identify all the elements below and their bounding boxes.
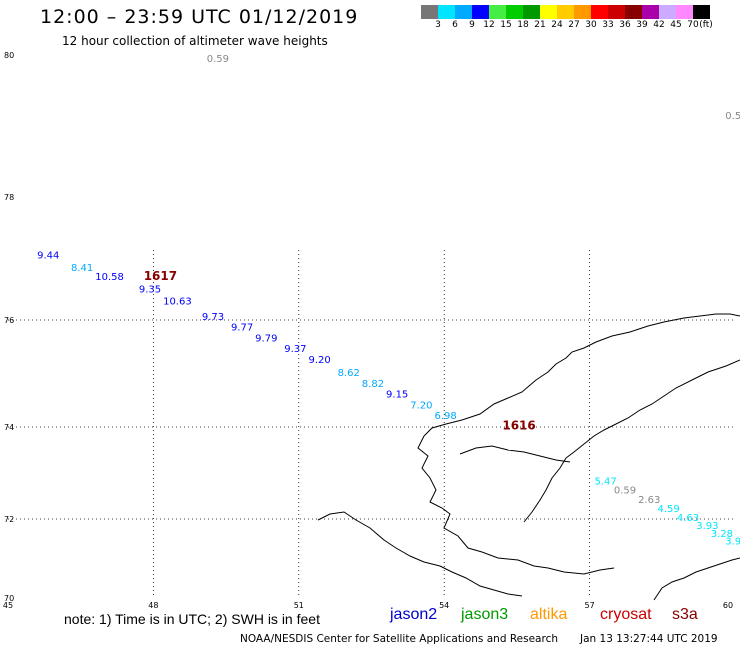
wave-height-value: 9.44 <box>37 251 59 262</box>
legend-label: 9 <box>469 20 475 30</box>
legend-swatch <box>693 5 710 19</box>
legend-label: 27 <box>568 20 580 30</box>
map-title: 12:00 – 23:59 UTC 01/12/2019 <box>40 6 359 28</box>
lat-label: 78 <box>4 193 14 202</box>
legend-swatch <box>591 5 608 19</box>
wave-height-value: 2.63 <box>638 495 660 506</box>
legend-labels: (ft) 3 6 9 12 15 18 21 24 27 30 33 36 39 42 45 70 <box>421 19 740 33</box>
wave-height-value: 3.28 <box>711 529 733 540</box>
legend-swatch <box>642 5 659 19</box>
legend-label: 30 <box>585 20 597 30</box>
wave-height-value: 9.79 <box>255 333 277 344</box>
footer-note: note: 1) Time is in UTC; 2) SWH is in fe… <box>64 611 320 627</box>
legend-swatch <box>540 5 557 19</box>
lon-label: 57 <box>585 601 595 610</box>
satellite-s3a: s3a <box>672 606 698 623</box>
legend-swatch <box>676 5 693 19</box>
wave-height-value: 3.93 <box>696 521 718 532</box>
wave-height-value: 4.59 <box>657 504 679 515</box>
map-subtitle: 12 hour collection of altimeter wave hei… <box>62 34 328 48</box>
legend-label: 21 <box>534 20 546 30</box>
legend-label: 45 <box>670 20 682 30</box>
pass-number: 1617 <box>144 269 177 283</box>
legend-swatch <box>506 5 523 19</box>
satellite-jason3: jason3 <box>461 606 509 623</box>
lon-label: 51 <box>294 601 304 610</box>
lat-label: 74 <box>4 423 14 432</box>
legend-swatches <box>421 5 740 19</box>
satellite-altika: altika <box>530 606 568 623</box>
legend-swatch <box>472 5 489 19</box>
wave-height-value: 9.20 <box>308 355 330 366</box>
wave-height-value: 5.47 <box>594 477 616 488</box>
legend-label: 3 <box>435 20 441 30</box>
coastline <box>317 313 740 601</box>
satellite-cryosat: cryosat <box>600 606 652 623</box>
lat-label: 72 <box>4 515 14 524</box>
legend-label: 33 <box>602 20 614 30</box>
legend-swatch <box>489 5 506 19</box>
timestamp: Jan 13 13:27:44 UTC 2019 <box>580 633 718 645</box>
legend-label: 6 <box>452 20 458 30</box>
wave-height-value: 8.82 <box>362 379 384 390</box>
legend-swatch <box>608 5 625 19</box>
lat-label: 80 <box>4 51 14 60</box>
lon-label: 60 <box>723 601 733 610</box>
wave-height-value: 0.59 <box>207 54 229 65</box>
legend-swatch <box>523 5 540 19</box>
wave-height-value: 0.5 <box>725 111 740 122</box>
pass-number: 1616 <box>502 418 535 432</box>
legend-label: 18 <box>517 20 529 30</box>
wave-height-value: 3.9 <box>725 537 740 548</box>
wave-height-value: 9.73 <box>202 312 224 323</box>
wave-height-value: 10.63 <box>163 297 192 308</box>
wave-height-value: 10.58 <box>95 272 124 283</box>
wave-height-value: 0.59 <box>614 486 636 497</box>
lat-label: 70 <box>4 594 14 603</box>
wave-height-value: 9.15 <box>386 390 408 401</box>
legend-label: 39 <box>636 20 648 30</box>
legend-swatch <box>557 5 574 19</box>
wave-height-value: 9.37 <box>284 344 306 355</box>
wave-height-value: 6.98 <box>435 411 457 422</box>
wave-height-value: 9.77 <box>231 323 253 334</box>
legend-swatch <box>421 5 438 19</box>
legend-swatch <box>455 5 472 19</box>
legend-swatch <box>438 5 455 19</box>
legend-label: 15 <box>500 20 512 30</box>
wave-height-value: 7.20 <box>410 400 432 411</box>
legend-unit: (ft) <box>699 20 713 30</box>
wave-height-value: 4.63 <box>677 513 699 524</box>
lon-label: 45 <box>3 601 13 610</box>
color-legend: (ft) 3 6 9 12 15 18 21 24 27 30 33 36 39 42 45 70 <box>421 5 740 33</box>
legend-label: 42 <box>653 20 665 30</box>
credit-text: NOAA/NESDIS Center for Satellite Applica… <box>240 633 558 645</box>
legend-swatch <box>574 5 591 19</box>
lat-label: 76 <box>4 316 14 325</box>
legend-label: 12 <box>483 20 495 30</box>
wave-height-value: 9.35 <box>139 284 161 295</box>
legend-swatch <box>625 5 642 19</box>
legend-label: 36 <box>619 20 631 30</box>
grid-lines <box>8 250 735 598</box>
legend-swatch <box>659 5 676 19</box>
satellite-jason2: jason2 <box>390 606 438 623</box>
legend-label: 24 <box>551 20 563 30</box>
wave-height-value: 8.41 <box>71 263 93 274</box>
lon-label: 54 <box>439 601 449 610</box>
wave-height-value: 8.62 <box>338 368 360 379</box>
legend-label: 70 <box>687 20 699 30</box>
lon-label: 48 <box>148 601 158 610</box>
